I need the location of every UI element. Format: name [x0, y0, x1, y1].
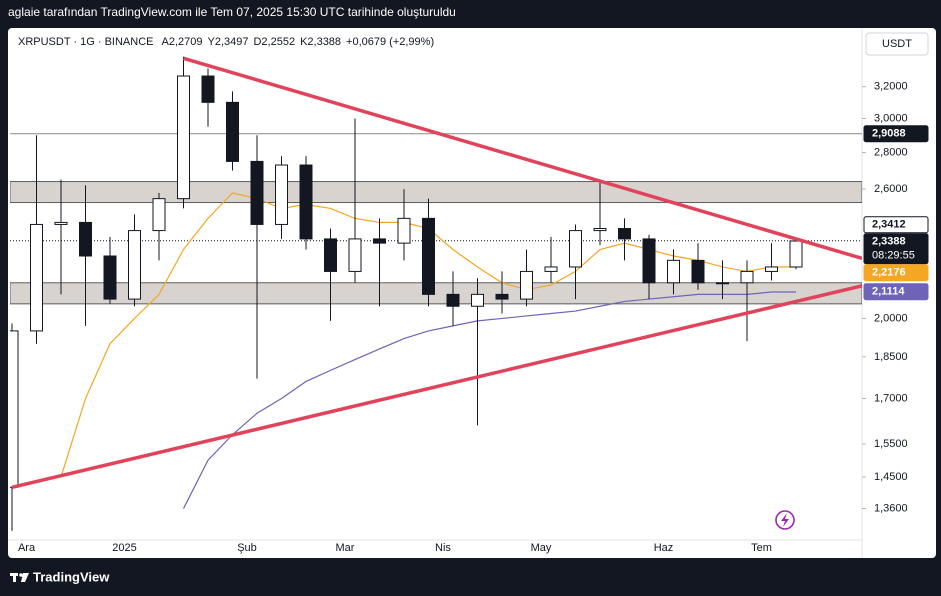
candle-body [250, 160, 264, 225]
price-label: 2,3388 [872, 236, 906, 248]
legend-text: A2,2709 [162, 36, 203, 48]
candle-body [226, 101, 239, 162]
candle-body [667, 259, 680, 284]
candle-body [422, 217, 435, 295]
y-tick-label: 2,6000 [874, 183, 908, 195]
trendline [11, 284, 862, 489]
price-label-bg [863, 216, 929, 234]
trendline [183, 56, 862, 261]
candle-body [789, 240, 803, 268]
price-label-bg [863, 264, 929, 282]
y-tick-label: 3,2000 [874, 81, 908, 93]
candle-body [642, 238, 656, 284]
candle-body [569, 230, 582, 268]
currency-box[interactable] [865, 32, 929, 56]
candle-body [765, 266, 778, 272]
price-label-bg [863, 233, 929, 265]
candle-body [446, 293, 460, 307]
candle-body [471, 293, 484, 307]
candle-body [201, 75, 215, 103]
candle-body [520, 270, 533, 300]
price-label: 2,3412 [872, 219, 906, 231]
currency: USDT [882, 38, 912, 50]
y-tick-label: 1,8500 [874, 351, 908, 363]
candle-body [324, 238, 337, 272]
candle-body [691, 259, 705, 284]
price-label-bg [863, 125, 929, 143]
countdown: 08:29:55 [872, 250, 915, 262]
x-tick-label: May [531, 542, 552, 554]
candle-body [397, 217, 411, 244]
x-tick-label: 2025 [112, 542, 136, 554]
alert-icon[interactable] [775, 510, 795, 530]
legend-text: XRPUSDT · 1G · BINANCE [18, 36, 154, 48]
candle-body [618, 228, 631, 240]
plot [10, 56, 862, 531]
x-tick-label: Mar [336, 542, 355, 554]
price-label: 2,1114 [872, 286, 905, 298]
candle-body [348, 238, 362, 272]
candle-body [79, 221, 92, 257]
price-label: 2,2176 [872, 267, 906, 279]
candle-body [716, 282, 729, 285]
price-label: 2,9088 [872, 128, 906, 140]
x-tick-label: Şub [237, 542, 257, 554]
moving-average [182, 291, 796, 509]
caption: aglaie tarafından TradingView.com ile Te… [8, 5, 456, 19]
candle-body [740, 270, 754, 284]
candle-body [275, 164, 288, 225]
y-tick-label: 2,8000 [874, 146, 908, 158]
legend-text: K2,3388 [300, 36, 341, 48]
candle-body [30, 223, 43, 332]
legend-text: D2,2552 [253, 36, 295, 48]
price-label-bg [863, 283, 929, 301]
y-tick-label: 1,3600 [874, 502, 908, 514]
y-tick-label: 1,4500 [874, 471, 908, 483]
legend-text: +0,0679 (+2,99%) [346, 36, 434, 48]
y-tick-label: 1,5500 [874, 438, 908, 450]
legend-text: Y2,3497 [207, 36, 248, 48]
y-tick-label: 1,7000 [874, 392, 908, 404]
zone [10, 181, 862, 204]
x-tick-label: Nis [435, 542, 451, 554]
brand: TradingView [33, 569, 110, 584]
candle-body [299, 164, 313, 240]
x-tick-label: Ara [18, 542, 36, 554]
y-tick-label: 2,0000 [874, 312, 908, 324]
candle-body [593, 228, 607, 232]
candle-body [177, 75, 190, 200]
candle-body [103, 255, 117, 300]
x-tick-label: Tem [751, 542, 772, 554]
y-tick-label: 3,0000 [874, 112, 908, 124]
candle-body [128, 230, 141, 300]
x-tick-label: Haz [654, 542, 674, 554]
candle-body [495, 293, 509, 300]
brand-logo [10, 573, 29, 582]
candle-body [152, 198, 166, 232]
candle-body [54, 221, 68, 225]
candle-body [373, 238, 386, 244]
candle-body [544, 266, 558, 272]
